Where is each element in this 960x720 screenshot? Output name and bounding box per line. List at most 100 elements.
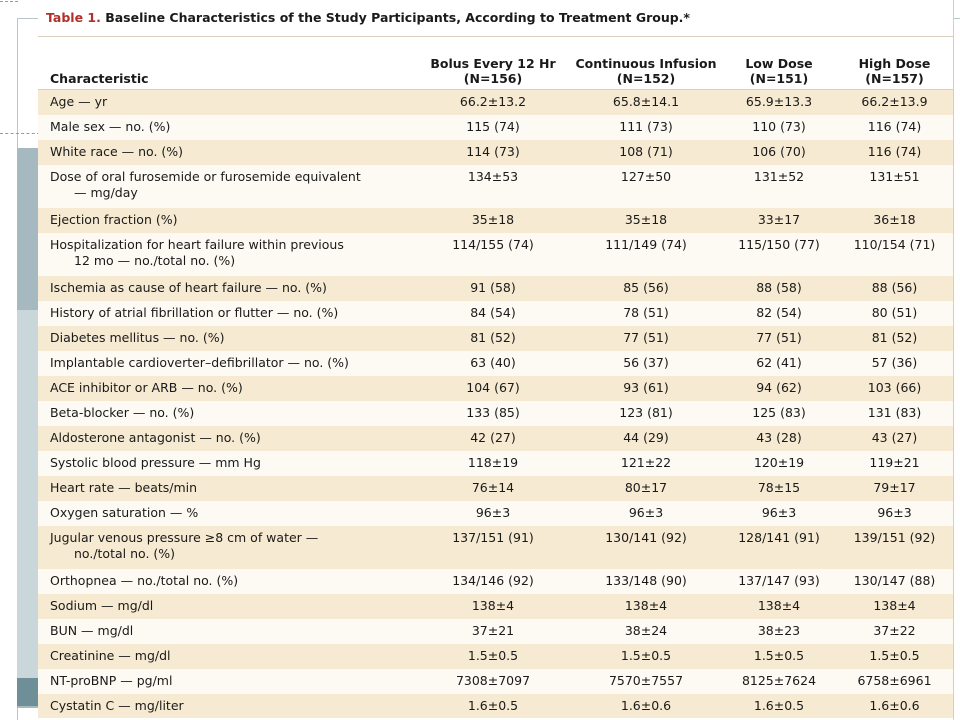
column-header-continuous: Continuous Infusion (N=152) bbox=[570, 37, 722, 90]
row-label-cell: Male sex — no. (%) bbox=[38, 115, 416, 140]
cell-high-dose: 131±51 bbox=[869, 168, 920, 184]
cell-low-dose: 137/147 (93) bbox=[738, 572, 820, 588]
row-label-cell: Age — yr bbox=[38, 90, 416, 115]
table-body: Age — yr 66.2±13.2 65.8±14.1 65.9±13.3 66.2±… bbox=[38, 89, 953, 718]
row-label-cell: Implantable cardioverter–defibrillator —… bbox=[38, 351, 416, 376]
cell-low-dose: 1.6±0.5 bbox=[753, 697, 805, 713]
cell-bolus: 35±18 bbox=[471, 211, 515, 227]
table-row: Oxygen saturation — % 96±3 96±3 96±3 96±3 bbox=[38, 500, 953, 526]
cell-low-dose: 43 (28) bbox=[756, 429, 802, 445]
table-panel: Table 1. Baseline Characteristics of the… bbox=[38, 0, 953, 718]
cell-continuous: 138±4 bbox=[624, 597, 668, 613]
cell-bolus: 133 (85) bbox=[466, 404, 520, 420]
row-label-cell: Orthopnea — no./total no. (%) bbox=[38, 569, 416, 594]
slide-dotted-rule-top bbox=[0, 1, 18, 2]
cell-low-dose: 82 (54) bbox=[756, 304, 802, 320]
cell-bolus: 63 (40) bbox=[470, 354, 516, 370]
row-label: Ischemia as cause of heart failure — no.… bbox=[50, 279, 327, 295]
cell-high-dose: 79±17 bbox=[873, 479, 916, 495]
table-row: Jugular venous pressure ≥8 cm of water —… bbox=[38, 525, 953, 569]
table-row: Orthopnea — no./total no. (%) 134/146 (92… bbox=[38, 568, 953, 594]
cell-bolus: 81 (52) bbox=[470, 329, 516, 345]
row-label: ACE inhibitor or ARB — no. (%) bbox=[50, 379, 243, 395]
row-label: Orthopnea — no./total no. (%) bbox=[50, 572, 239, 588]
cell-continuous: 38±24 bbox=[624, 622, 668, 638]
cell-high-dose: 96±3 bbox=[877, 504, 912, 520]
row-label: Beta-blocker — no. (%) bbox=[50, 404, 195, 420]
row-label: Cystatin C — mg/liter bbox=[50, 697, 184, 713]
row-label: Ejection fraction (%) bbox=[50, 211, 178, 227]
cell-high-dose: 103 (66) bbox=[867, 379, 922, 395]
row-label-cell: Ejection fraction (%) bbox=[38, 208, 416, 233]
column-header-low-dose: Low Dose (N=151) bbox=[722, 37, 836, 90]
baseline-table: Characteristic Bolus Every 12 Hr (N=156) … bbox=[38, 37, 953, 718]
column-header-high-dose: High Dose (N=157) bbox=[836, 37, 953, 90]
cell-continuous: 77 (51) bbox=[623, 329, 669, 345]
row-label: Hospitalization for heart failure within… bbox=[50, 236, 344, 252]
cell-high-dose: 80 (51) bbox=[871, 304, 918, 320]
cell-low-dose: 38±23 bbox=[757, 622, 801, 638]
slide-side-bar-dark bbox=[17, 678, 39, 706]
cell-continuous: 65.8±14.1 bbox=[612, 94, 680, 109]
cell-continuous: 127±50 bbox=[620, 168, 672, 184]
cell-continuous: 111/149 (74) bbox=[605, 236, 687, 252]
table-row: BUN — mg/dl 37±21 38±24 38±23 37±22 bbox=[38, 618, 953, 644]
cell-bolus: 134±53 bbox=[467, 168, 519, 184]
cell-bolus: 115 (74) bbox=[466, 118, 520, 134]
cell-high-dose: 116 (74) bbox=[867, 118, 922, 134]
table-row: Dose of oral furosemide or furosemide eq… bbox=[38, 164, 953, 208]
cell-continuous: 1.5±0.5 bbox=[620, 647, 672, 663]
table-row: Sodium — mg/dl 138±4 138±4 138±4 138±4 bbox=[38, 593, 953, 619]
row-label-cell: Diabetes mellitus — no. (%) bbox=[38, 326, 416, 351]
table-row: Male sex — no. (%) 115 (74) 111 (73) 110 (7… bbox=[38, 114, 953, 140]
cell-continuous: 121±22 bbox=[620, 454, 672, 470]
row-label: Oxygen saturation — % bbox=[50, 504, 199, 520]
cell-bolus: 7308±7097 bbox=[455, 672, 531, 688]
cell-continuous: 133/148 (90) bbox=[605, 572, 687, 588]
table-row: ACE inhibitor or ARB — no. (%) 104 (67) 93… bbox=[38, 375, 953, 401]
cell-high-dose: 119±21 bbox=[869, 454, 920, 470]
table-row: Diabetes mellitus — no. (%) 81 (52) 77 (51… bbox=[38, 325, 953, 351]
cell-bolus: 42 (27) bbox=[470, 429, 516, 445]
cell-continuous: 1.6±0.6 bbox=[620, 697, 672, 713]
cell-high-dose: 88 (56) bbox=[871, 279, 918, 295]
cell-bolus: 134/146 (92) bbox=[452, 572, 534, 588]
cell-low-dose: 78±15 bbox=[757, 479, 801, 495]
cell-high-dose: 1.6±0.6 bbox=[869, 697, 920, 713]
cell-continuous: 80±17 bbox=[624, 479, 668, 495]
cell-low-dose: 1.5±0.5 bbox=[753, 647, 805, 663]
row-label: Creatinine — mg/dl bbox=[50, 647, 171, 663]
row-label: Male sex — no. (%) bbox=[50, 118, 171, 134]
cell-bolus: 137/151 (91) bbox=[452, 529, 534, 545]
row-label-cell: Creatinine — mg/dl bbox=[38, 644, 416, 669]
cell-high-dose: 81 (52) bbox=[871, 329, 918, 345]
cell-continuous: 111 (73) bbox=[619, 118, 673, 134]
row-label-cell: History of atrial fibrillation or flutte… bbox=[38, 301, 416, 326]
cell-continuous: 130/141 (92) bbox=[605, 529, 687, 545]
table-row: White race — no. (%) 114 (73) 108 (71) 106 … bbox=[38, 139, 953, 165]
cell-bolus: 114/155 (74) bbox=[452, 236, 534, 252]
row-label-cell: Heart rate — beats/min bbox=[38, 476, 416, 501]
row-label: Age — yr bbox=[50, 94, 108, 109]
cell-high-dose: 1.5±0.5 bbox=[869, 647, 920, 663]
row-label-cell: BUN — mg/dl bbox=[38, 619, 416, 644]
table-title: Baseline Characteristics of the Study Pa… bbox=[105, 10, 690, 25]
row-label-cell: Aldosterone antagonist — no. (%) bbox=[38, 426, 416, 451]
table-row: Beta-blocker — no. (%) 133 (85) 123 (81) 12… bbox=[38, 400, 953, 426]
cell-low-dose: 8125±7624 bbox=[741, 672, 817, 688]
cell-continuous: 7570±7557 bbox=[608, 672, 684, 688]
cell-low-dose: 131±52 bbox=[753, 168, 805, 184]
row-label-cell: White race — no. (%) bbox=[38, 140, 416, 165]
slide-dotted-rule bbox=[0, 133, 40, 134]
cell-low-dose: 115/150 (77) bbox=[738, 236, 820, 252]
table-number: Table 1. bbox=[46, 10, 101, 25]
table-row: Ejection fraction (%) 35±18 35±18 33±17 36±1… bbox=[38, 207, 953, 233]
cell-bolus: 104 (67) bbox=[466, 379, 520, 395]
table-row: Age — yr 66.2±13.2 65.8±14.1 65.9±13.3 66.2±… bbox=[38, 89, 953, 115]
cell-high-dose: 138±4 bbox=[873, 597, 916, 613]
row-label-continued: no./total no. (%) bbox=[74, 545, 176, 561]
row-label: Sodium — mg/dl bbox=[50, 597, 154, 613]
cell-bolus: 76±14 bbox=[471, 479, 515, 495]
cell-high-dose: 130/147 (88) bbox=[853, 572, 936, 588]
cell-bolus: 1.5±0.5 bbox=[467, 647, 519, 663]
